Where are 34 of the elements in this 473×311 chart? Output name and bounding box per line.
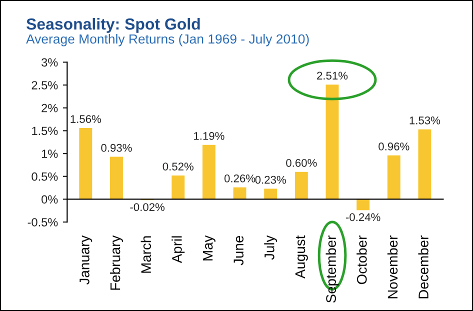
data-label: 0.60%	[286, 158, 317, 167]
y-tick-label: 0.5%	[32, 172, 58, 181]
data-label: 0.52%	[162, 162, 194, 170]
y-tick-label: 1.5%	[32, 126, 58, 136]
x-tick-label: August	[295, 235, 308, 279]
x-tick-label: February	[110, 235, 123, 290]
x-tick-label: March	[140, 236, 152, 273]
y-tick-label: 3%	[42, 58, 58, 67]
y-tick-label: 2.5%	[32, 81, 58, 90]
y-tick-label: 1%	[42, 150, 58, 158]
data-label: 0.93%	[101, 144, 132, 152]
x-tick-label: September	[326, 236, 339, 303]
data-label: 1.53%	[410, 116, 440, 124]
x-tick-label: November	[387, 236, 398, 298]
chart-subtitle: Average Monthly Returns (Jan 1969 - July 2010)	[26, 34, 309, 46]
x-tick-label: December	[418, 236, 428, 298]
data-label: 0.23%	[255, 176, 286, 184]
data-label: 0.26%	[224, 174, 256, 182]
data-label: -0.02%	[130, 203, 165, 212]
y-tick-label: -0.5%	[28, 218, 58, 226]
data-label: 0.96%	[378, 142, 410, 150]
x-tick-label: October	[356, 236, 367, 284]
x-tick-label: January	[80, 235, 92, 285]
data-label: 2.51%	[317, 72, 348, 80]
x-tick-label: July	[264, 235, 278, 260]
y-tick-label: 0%	[42, 195, 58, 204]
data-label: -0.24%	[346, 213, 380, 222]
y-tick-label: 2%	[42, 104, 58, 112]
x-tick-label: May	[202, 235, 216, 260]
chart-title: Seasonality: Spot Gold	[26, 18, 200, 33]
x-tick-label: June	[234, 236, 244, 266]
data-label: 1.56%	[70, 115, 102, 123]
x-tick-label: April	[172, 236, 185, 264]
data-label: 1.19%	[194, 132, 224, 140]
